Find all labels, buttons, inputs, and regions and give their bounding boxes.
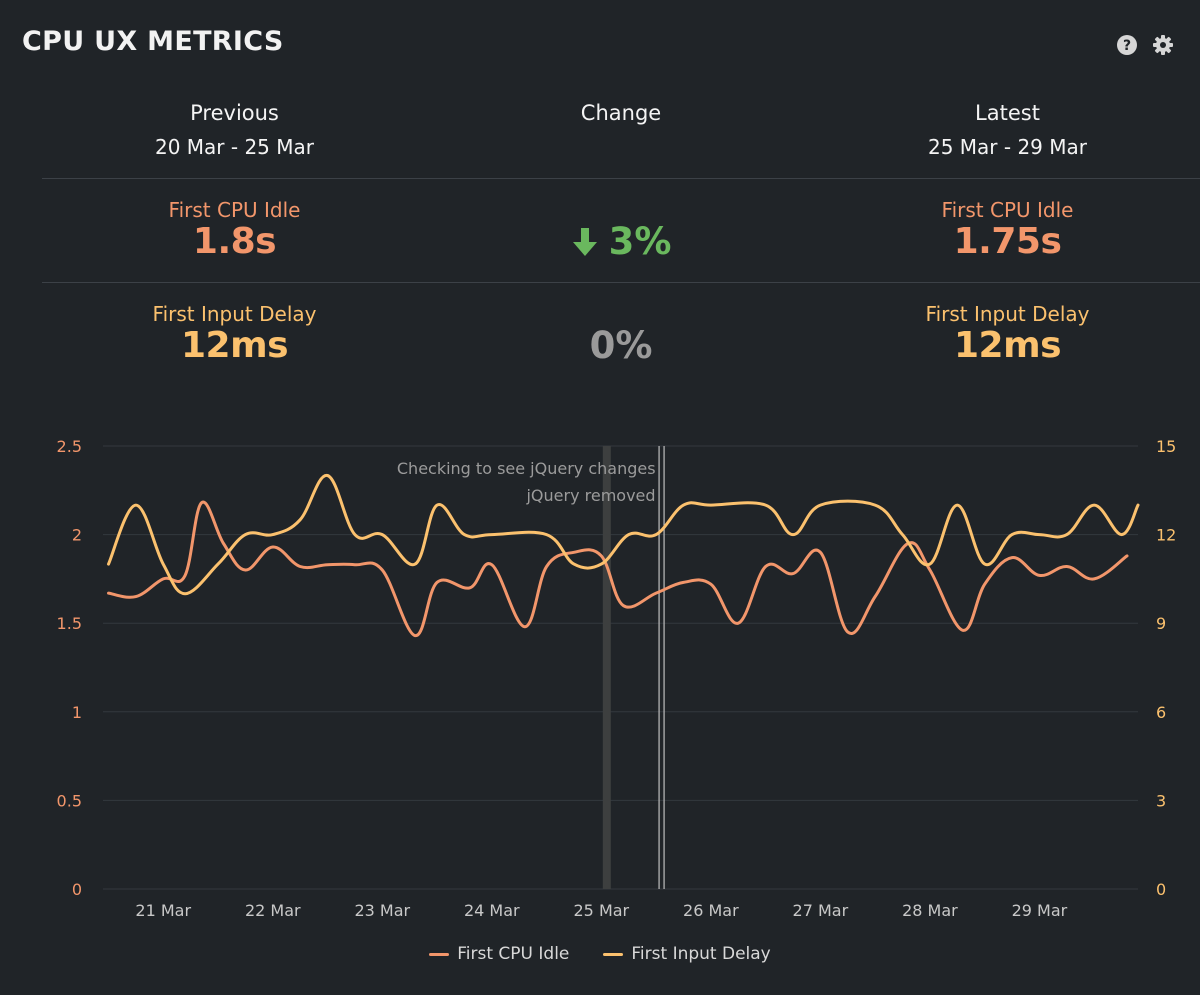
metric-label: First CPU Idle: [941, 198, 1074, 222]
x-tick-label: 28 Mar: [902, 901, 958, 920]
metric-latest-value: 1.75s: [953, 221, 1062, 262]
y-left-tick-label: 1.5: [57, 614, 82, 633]
metric-latest-value: 12ms: [953, 325, 1062, 366]
legend-item-first-cpu-idle[interactable]: First CPU Idle: [429, 944, 569, 964]
series-line-first-input-delay[interactable]: [107, 474, 1140, 596]
legend-item-first-input-delay[interactable]: First Input Delay: [603, 944, 771, 964]
change-metric-cell: 3%: [427, 179, 815, 282]
arrow-down-icon: [572, 228, 597, 256]
metric-change-value: 0%: [589, 324, 653, 367]
previous-metric-cell: First Input Delay 12ms: [42, 283, 427, 386]
y-right-tick-label: 6: [1156, 703, 1166, 722]
series-line-first-cpu-idle[interactable]: [107, 500, 1129, 638]
metrics-summary: Previous 20 Mar - 25 Mar Change Latest 2…: [42, 92, 1200, 386]
y-right-tick-label: 0: [1156, 880, 1166, 899]
annotation-label: Checking to see jQuery changes: [397, 459, 656, 478]
annotation-label: jQuery removed: [525, 486, 655, 505]
change-metric-cell: 0%: [427, 283, 815, 386]
x-tick-label: 25 Mar: [574, 901, 630, 920]
y-left-tick-label: 0.5: [57, 791, 82, 810]
legend-swatch: [603, 952, 624, 956]
previous-range: 20 Mar - 25 Mar: [154, 135, 314, 159]
metric-change: 3%: [571, 220, 672, 263]
y-left-tick-label: 1: [72, 703, 82, 722]
axes: 0 0.5 1 1.5 2 2.5 0 3 6 9 12 15 21 Mar 22 Mar 23 Mar 24…: [57, 437, 1177, 920]
y-right-tick-label: 3: [1156, 791, 1166, 810]
y-left-tick-label: 0: [72, 880, 82, 899]
annotation-band[interactable]: [602, 446, 611, 889]
divider: [42, 178, 1200, 179]
previous-metric-cell: First CPU Idle 1.8s: [42, 179, 427, 282]
metric-change: 0%: [590, 326, 653, 366]
panel-title: CPU UX METRICS: [22, 26, 284, 57]
metric-label: First Input Delay: [152, 302, 317, 326]
latest-metric-cell: First CPU Idle 1.75s: [815, 179, 1200, 282]
panel-actions: ?: [1116, 34, 1174, 56]
question-circle-icon[interactable]: ?: [1116, 34, 1138, 56]
annotations: Checking to see jQuery changes jQuery rem…: [397, 446, 665, 889]
metric-label: First Input Delay: [925, 302, 1090, 326]
summary-header: Previous 20 Mar - 25 Mar Change Latest 2…: [42, 92, 1200, 178]
chart-legend: First CPU Idle First Input Delay: [0, 944, 1200, 964]
previous-column-header: Previous 20 Mar - 25 Mar: [42, 92, 427, 178]
x-tick-label: 27 Mar: [793, 901, 849, 920]
latest-metric-cell: First Input Delay 12ms: [815, 283, 1200, 386]
legend-label: First Input Delay: [631, 944, 771, 964]
change-label: Change: [580, 101, 662, 125]
x-tick-label: 24 Mar: [464, 901, 520, 920]
metric-previous-value: 1.8s: [192, 221, 277, 262]
y-left-tick-label: 2.5: [57, 437, 82, 456]
latest-range: 25 Mar - 29 Mar: [927, 135, 1087, 159]
change-column-header: Change: [427, 92, 815, 178]
y-right-tick-label: 9: [1156, 614, 1166, 633]
gear-icon[interactable]: [1152, 34, 1174, 56]
grid: [103, 445, 1138, 890]
x-tick-label: 21 Mar: [135, 901, 191, 920]
x-tick-label: 22 Mar: [245, 901, 301, 920]
metric-row-first-input-delay: First Input Delay 12ms 0% First Input De…: [42, 283, 1200, 386]
svg-text:?: ?: [1123, 38, 1131, 54]
latest-column-header: Latest 25 Mar - 29 Mar: [815, 92, 1200, 178]
metric-previous-value: 12ms: [180, 325, 289, 366]
legend-swatch: [429, 952, 450, 956]
y-left-tick-label: 2: [72, 526, 82, 545]
y-right-tick-label: 12: [1156, 526, 1176, 545]
y-right-tick-label: 15: [1156, 437, 1176, 456]
metric-change-value: 3%: [608, 220, 672, 263]
series: [107, 474, 1140, 638]
x-tick-label: 26 Mar: [683, 901, 739, 920]
metric-row-first-cpu-idle: First CPU Idle 1.8s 3% First CPU Idle 1.…: [42, 179, 1200, 282]
latest-label: Latest: [975, 101, 1040, 125]
x-tick-label: 23 Mar: [354, 901, 410, 920]
legend-label: First CPU Idle: [457, 944, 570, 964]
divider: [42, 282, 1200, 283]
previous-label: Previous: [190, 101, 279, 125]
x-tick-label: 29 Mar: [1012, 901, 1068, 920]
metric-label: First CPU Idle: [168, 198, 301, 222]
